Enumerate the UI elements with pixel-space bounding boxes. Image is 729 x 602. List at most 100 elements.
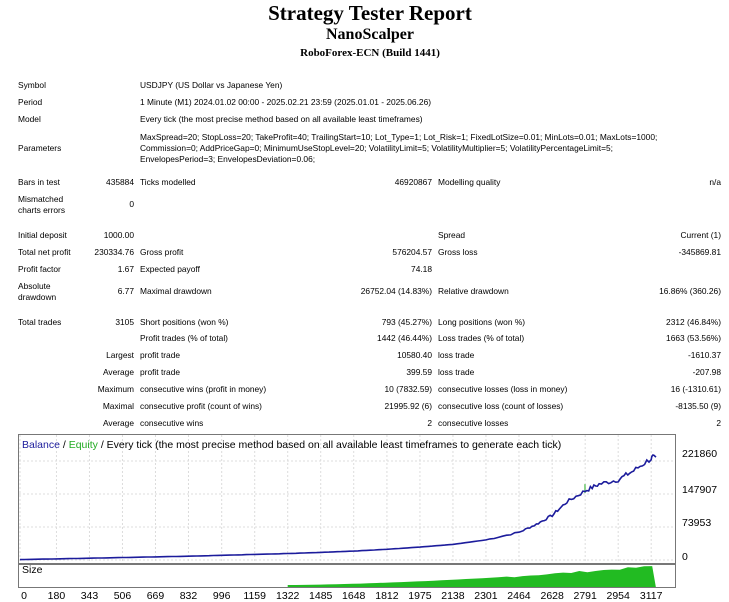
model-value: Every tick (the most precise method base… xyxy=(140,114,423,124)
x-tick-label: 2791 xyxy=(573,590,597,602)
maximal-label: Maximal xyxy=(102,401,134,411)
x-tick-label: 1648 xyxy=(342,590,366,602)
largest-loss-label: loss trade xyxy=(438,350,475,360)
model-label: Model xyxy=(18,114,41,124)
x-tick-label: 1159 xyxy=(243,590,266,602)
parameters-line: Commission=0; AddPriceGap=0; MinimumUseS… xyxy=(140,143,613,153)
long-positions-label: Long positions (won %) xyxy=(438,317,526,327)
mismatch-value: 0 xyxy=(129,199,134,209)
size-area xyxy=(287,566,656,587)
legend-balance: Balance xyxy=(22,439,60,451)
parameters-label: Parameters xyxy=(18,143,62,153)
spread-label: Spread xyxy=(438,230,466,240)
average-loss-value: -207.98 xyxy=(692,367,721,377)
y-tick-label: 0 xyxy=(682,551,688,563)
balance-chart xyxy=(18,434,676,564)
avg-consecutive-wins-label: consecutive wins xyxy=(140,418,204,428)
relative-drawdown-value: 16.86% (360.26) xyxy=(659,286,721,296)
maximal-drawdown-value: 26752.04 (14.83%) xyxy=(360,286,432,296)
maximal-drawdown-label: Maximal drawdown xyxy=(140,286,212,296)
parameters-line: MaxSpread=20; StopLoss=20; TakeProfit=40… xyxy=(140,132,658,142)
max-consecutive-wins-value: 10 (7832.59) xyxy=(384,384,433,394)
initial-deposit-value: 1000.00 xyxy=(103,230,134,240)
largest-profit-label: profit trade xyxy=(140,350,181,360)
gross-loss-label: Gross loss xyxy=(438,247,478,257)
avg-consecutive-losses-value: 2 xyxy=(716,418,721,428)
largest-loss-value: -1610.37 xyxy=(687,350,721,360)
gross-profit-label: Gross profit xyxy=(140,247,184,257)
mismatch-label: Mismatched xyxy=(18,194,64,204)
period-value: 1 Minute (M1) 2024.01.02 00:00 - 2025.02… xyxy=(140,97,432,107)
size-chart xyxy=(18,564,676,588)
chart-legend: Balance / Equity / Every tick (the most … xyxy=(22,439,561,451)
x-tick-label: 669 xyxy=(146,590,165,602)
profit-trades-label: Profit trades (% of total) xyxy=(140,333,228,343)
profit-factor-label: Profit factor xyxy=(18,264,61,274)
x-tick-label: 180 xyxy=(47,590,66,602)
short-positions-label: Short positions (won %) xyxy=(140,317,229,327)
average-profit-value: 399.59 xyxy=(406,367,432,377)
x-tick-label: 832 xyxy=(179,590,198,602)
initial-deposit-label: Initial deposit xyxy=(18,230,67,240)
server-name: RoboForex-ECN (Build 1441) xyxy=(300,47,440,59)
max-consecutive-losses-value: 16 (-1310.61) xyxy=(670,384,721,394)
expected-payoff-value: 74.18 xyxy=(411,264,432,274)
x-tick-label: 1812 xyxy=(375,590,399,602)
absolute-drawdown-label: Absolute xyxy=(18,281,51,291)
x-tick-label: 2954 xyxy=(606,590,630,602)
gross-profit-value: 576204.57 xyxy=(392,247,432,257)
legend-text: / Every tick (the most precise method ba… xyxy=(97,439,562,451)
symbol-value: USDJPY (US Dollar vs Japanese Yen) xyxy=(140,80,283,90)
relative-drawdown-label: Relative drawdown xyxy=(438,286,509,296)
x-tick-label: 1322 xyxy=(276,590,300,602)
long-positions-value: 2312 (46.84%) xyxy=(666,317,721,327)
x-tick-label: 2464 xyxy=(507,590,531,602)
x-tick-label: 1975 xyxy=(408,590,432,602)
net-profit-label: Total net profit xyxy=(18,247,71,257)
legend-separator: / xyxy=(59,439,69,451)
legend-equity: Equity xyxy=(68,439,98,451)
quality-value: n/a xyxy=(709,177,721,187)
x-tick-label: 0 xyxy=(21,590,27,602)
y-tick-label: 147907 xyxy=(682,484,718,496)
max-consecutive-loss-value: -8135.50 (9) xyxy=(675,401,721,411)
maximum-label: Maximum xyxy=(97,384,134,394)
avg-consecutive-losses-label: consecutive losses xyxy=(438,418,509,428)
ticks-value: 46920867 xyxy=(394,177,432,187)
profit-factor-value: 1.67 xyxy=(117,264,134,274)
absolute-drawdown-value: 6.77 xyxy=(117,286,134,296)
size-label: Size xyxy=(22,564,43,576)
expected-payoff-label: Expected payoff xyxy=(140,264,200,274)
bars-label: Bars in test xyxy=(18,177,60,187)
max-consecutive-profit-label: consecutive profit (count of wins) xyxy=(140,401,262,411)
loss-trades-label: Loss trades (% of total) xyxy=(438,333,525,343)
x-tick-label: 506 xyxy=(113,590,132,602)
profit-trades-value: 1442 (46.44%) xyxy=(377,333,432,343)
avg-consecutive-wins-value: 2 xyxy=(427,418,432,428)
symbol-label: Symbol xyxy=(18,80,46,90)
gross-loss-value: -345869.81 xyxy=(678,247,721,257)
bars-value: 435884 xyxy=(106,177,134,187)
total-trades-label: Total trades xyxy=(18,317,62,327)
parameters-line: EnvelopesPeriod=3; EnvelopesDeviation=0.… xyxy=(140,154,316,164)
x-tick-label: 3117 xyxy=(639,590,663,602)
largest-label: Largest xyxy=(106,350,134,360)
x-tick-label: 2138 xyxy=(441,590,465,602)
average-profit-label: profit trade xyxy=(140,367,181,377)
x-tick-label: 1485 xyxy=(309,590,333,602)
max-consecutive-profit-value: 21995.92 (6) xyxy=(384,401,433,411)
ticks-label: Ticks modelled xyxy=(140,177,196,187)
max-consecutive-wins-label: consecutive wins (profit in money) xyxy=(140,384,267,394)
x-tick-label: 2628 xyxy=(540,590,564,602)
period-label: Period xyxy=(18,97,43,107)
balance-series-line xyxy=(19,454,657,561)
expert-name: NanoScalper xyxy=(326,26,414,43)
loss-trades-value: 1663 (53.56%) xyxy=(666,333,721,343)
x-tick-label: 343 xyxy=(80,590,99,602)
short-positions-value: 793 (45.27%) xyxy=(381,317,432,327)
mismatch-label: charts errors xyxy=(18,205,66,215)
net-profit-value: 230334.76 xyxy=(94,247,134,257)
absolute-drawdown-label: drawdown xyxy=(18,292,57,302)
y-tick-label: 73953 xyxy=(682,517,712,529)
average-consecutive-label: Average xyxy=(102,418,134,428)
